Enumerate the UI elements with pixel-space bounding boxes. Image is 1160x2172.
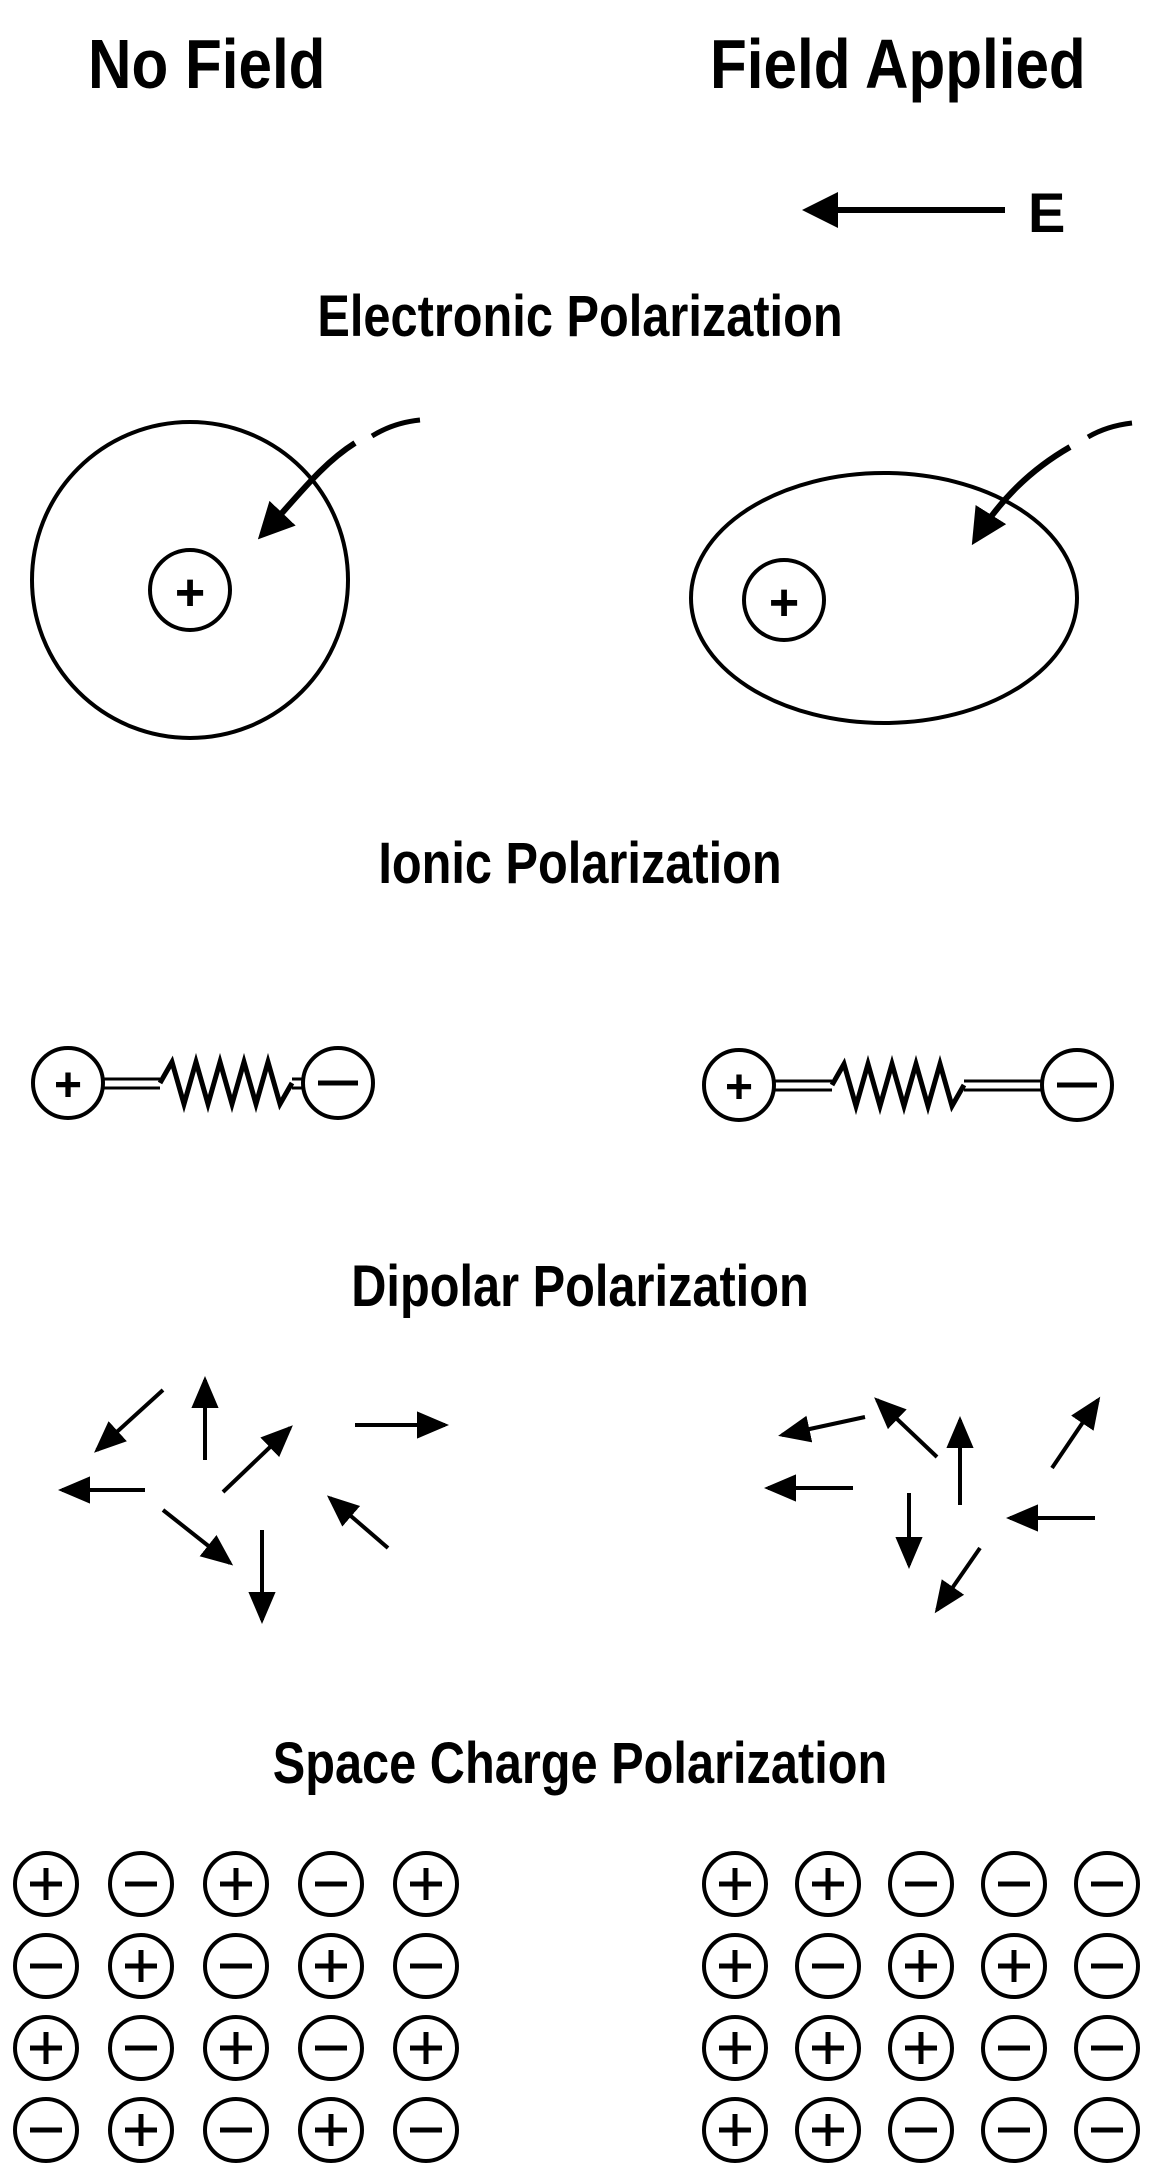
negative-charge xyxy=(108,2015,174,2081)
negative-charge xyxy=(393,1933,459,1999)
no-field-header: No Field xyxy=(88,25,326,103)
negative-charge xyxy=(203,2097,269,2163)
negative-charge xyxy=(1074,1851,1140,1917)
positive-charge xyxy=(795,2097,861,2163)
field-applied-header: Field Applied xyxy=(710,25,1086,103)
dipole-arrow xyxy=(778,1415,866,1443)
negative-charge xyxy=(298,1851,364,1917)
field-arrow: E xyxy=(802,181,1065,244)
positive-charge xyxy=(702,1933,768,1999)
positive-charge xyxy=(298,2097,364,2163)
positive-charge xyxy=(702,2015,768,2081)
positive-charge xyxy=(13,1851,79,1917)
svg-text:+: + xyxy=(54,1059,82,1112)
nucleus xyxy=(742,558,826,642)
dipole-arrow xyxy=(221,1425,293,1494)
negative-charge xyxy=(13,2097,79,2163)
negative-charge xyxy=(981,2097,1047,2163)
dipole-arrow xyxy=(874,1397,939,1459)
cation xyxy=(31,1046,105,1120)
electron-arrow xyxy=(257,440,357,540)
anion xyxy=(1040,1048,1114,1122)
negative-charge xyxy=(981,2015,1047,2081)
ionic-no-field-pair: + xyxy=(31,1046,375,1120)
negative-charge xyxy=(981,1851,1047,1917)
positive-charge xyxy=(203,2015,269,2081)
negative-charge xyxy=(298,2015,364,2081)
negative-charge xyxy=(108,1851,174,1917)
dipole-arrow xyxy=(326,1495,390,1550)
negative-charge xyxy=(795,1933,861,1999)
anion xyxy=(301,1046,375,1120)
positive-charge xyxy=(888,2015,954,2081)
positive-charge xyxy=(981,1933,1047,1999)
electron-dash xyxy=(370,417,421,439)
spring xyxy=(829,1054,967,1116)
ionic-polarization-title: Ionic Polarization xyxy=(378,831,782,896)
negative-charge xyxy=(203,1933,269,1999)
positive-charge xyxy=(795,2015,861,2081)
cation xyxy=(702,1048,776,1122)
electronic-field-atom: + xyxy=(689,420,1133,725)
positive-charge xyxy=(393,1851,459,1917)
space-charge-grid-no-field xyxy=(13,1851,459,2163)
positive-charge xyxy=(203,1851,269,1917)
field-label-e: E xyxy=(1028,181,1065,244)
negative-charge xyxy=(393,2097,459,2163)
electron-arrow xyxy=(971,444,1072,546)
negative-charge xyxy=(888,2097,954,2163)
negative-charge xyxy=(1074,2015,1140,2081)
nucleus xyxy=(148,548,232,632)
nucleus-sign: + xyxy=(175,564,205,622)
nucleus-sign: + xyxy=(769,574,799,632)
dipole-arrow xyxy=(94,1388,165,1453)
positive-charge xyxy=(393,2015,459,2081)
positive-charge xyxy=(108,2097,174,2163)
space-charge-polarization-title: Space Charge Polarization xyxy=(272,1731,888,1796)
electronic-polarization-title: Electronic Polarization xyxy=(317,284,843,349)
negative-charge xyxy=(1074,1933,1140,1999)
dipole-arrow xyxy=(161,1508,234,1566)
dipoles-field xyxy=(764,1396,1101,1614)
electron-dash xyxy=(1086,420,1133,440)
spring xyxy=(157,1052,295,1114)
dipoles-no-field xyxy=(58,1376,449,1624)
positive-charge xyxy=(702,1851,768,1917)
dipole-arrow xyxy=(934,1546,982,1614)
negative-charge xyxy=(13,1933,79,1999)
dipolar-polarization-title: Dipolar Polarization xyxy=(351,1254,809,1319)
positive-charge xyxy=(108,1933,174,1999)
negative-charge xyxy=(888,1851,954,1917)
ionic-field-pair: + xyxy=(702,1048,1114,1122)
dipole-arrow xyxy=(1050,1396,1101,1470)
electronic-no-field-atom: + xyxy=(30,417,421,740)
positive-charge xyxy=(13,2015,79,2081)
negative-charge xyxy=(1074,2097,1140,2163)
positive-charge xyxy=(888,1933,954,1999)
space-charge-grid-field xyxy=(702,1851,1140,2163)
positive-charge xyxy=(702,2097,768,2163)
positive-charge xyxy=(795,1851,861,1917)
svg-text:+: + xyxy=(725,1061,753,1114)
positive-charge xyxy=(298,1933,364,1999)
